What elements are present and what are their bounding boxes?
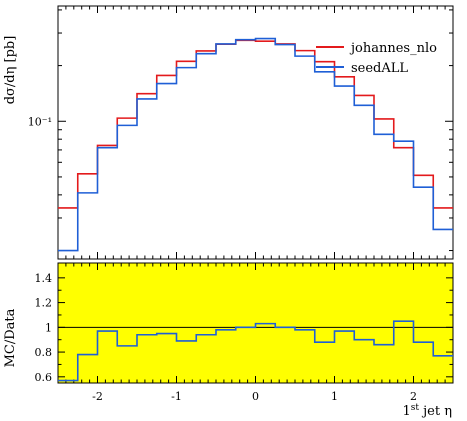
x-tick-label: 0 <box>252 390 259 403</box>
x-tick-label: 1 <box>331 390 338 403</box>
main-series <box>58 37 453 252</box>
series-line-seedall <box>58 37 453 252</box>
y-tick-label-ratio: 1.4 <box>35 272 53 285</box>
y-axis-label-ratio: MC/Data <box>3 308 18 367</box>
ratio-panel: -2 -1 0 1 2 0.6 0.8 1 1.2 1.4 MC/Data 1st jet η <box>3 262 454 419</box>
y-axis-label-main: dσ/dη [pb] <box>3 36 18 105</box>
x-axis-label-text: 1st jet η <box>402 403 452 419</box>
x-tick-label: -1 <box>171 390 182 403</box>
y-tick-label-ratio: 0.8 <box>35 346 53 359</box>
y-tick-label-ratio: 1.2 <box>35 297 53 310</box>
ratio-series <box>58 320 453 382</box>
x-tick-label: -2 <box>92 390 103 403</box>
y-tick-label-main: 10⁻¹ <box>28 115 52 128</box>
main-ticks: 10⁻¹ <box>28 6 454 259</box>
ratio-line-seedall <box>58 320 453 382</box>
y-tick-label-ratio: 0.6 <box>35 371 53 384</box>
main-panel: 10⁻¹ dσ/dη [pb] johannes_nlo seedALL <box>3 5 454 260</box>
series-line-johannes-nlo <box>58 39 453 209</box>
legend: johannes_nlo seedALL <box>316 41 437 76</box>
y-tick-label-ratio: 1 <box>45 321 52 334</box>
x-tick-label: 2 <box>410 390 417 403</box>
x-axis-label: 1st jet η <box>402 403 452 419</box>
legend-label-johannes-nlo: johannes_nlo <box>349 41 437 56</box>
legend-label-seedall: seedALL <box>351 61 408 76</box>
